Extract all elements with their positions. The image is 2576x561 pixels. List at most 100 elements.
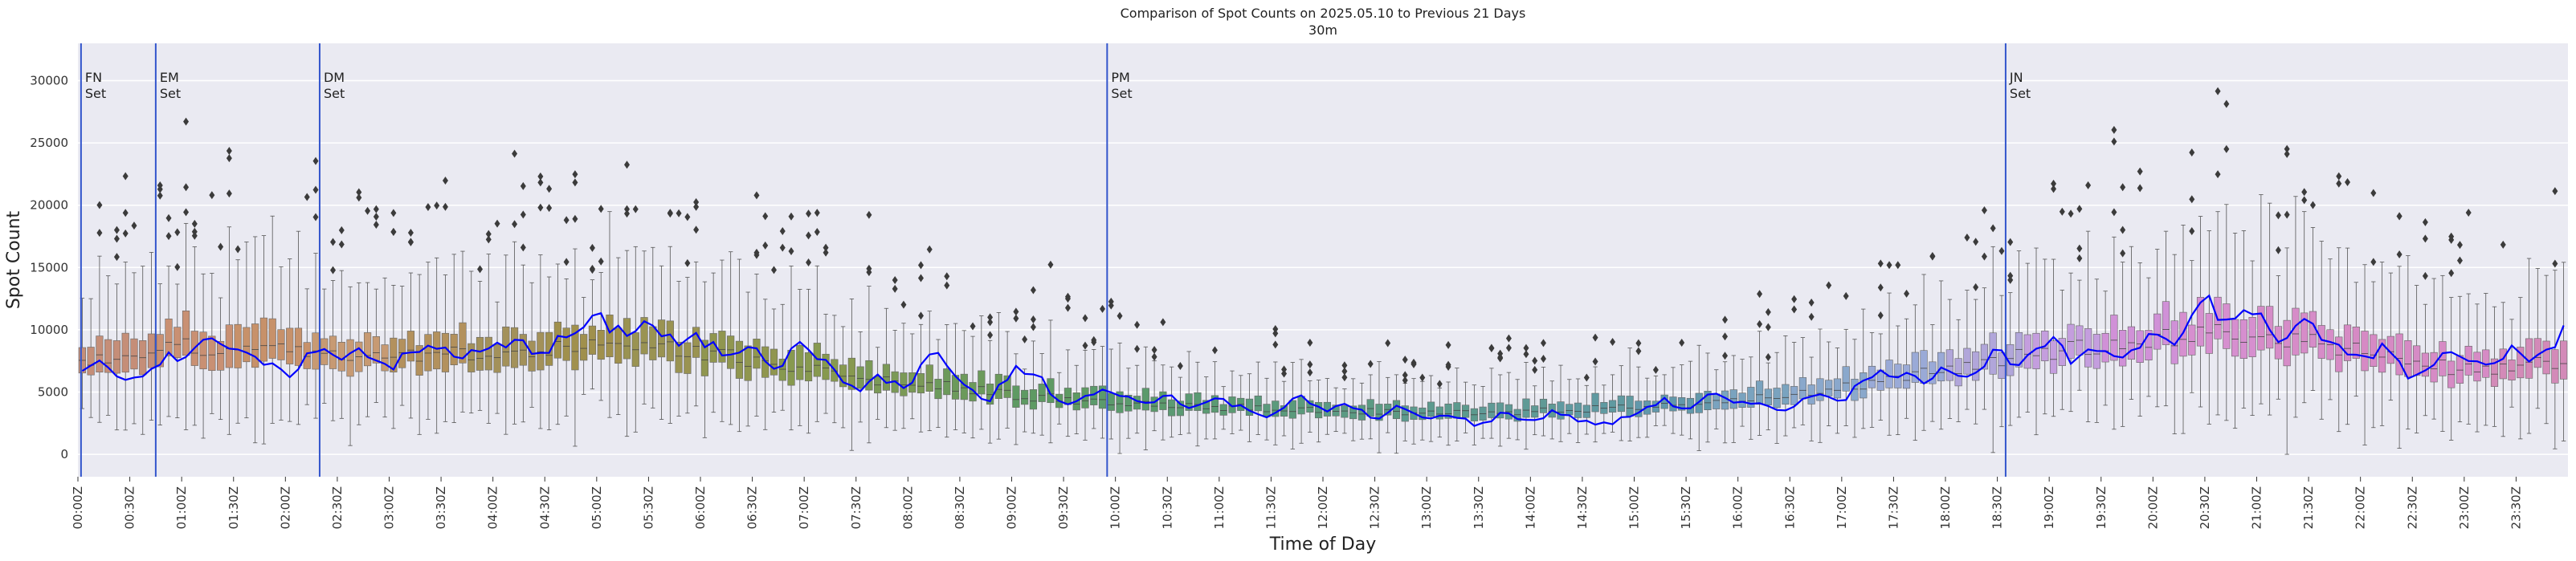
box	[1989, 332, 1997, 375]
outlier-point	[1410, 360, 1417, 368]
outlier-point	[1877, 311, 1884, 320]
outlier-point	[1722, 315, 1729, 324]
outlier-point	[753, 191, 760, 200]
outlier-point	[1013, 307, 1019, 316]
y-tick-label: 10000	[30, 323, 68, 337]
x-tick-label: 12:00Z	[1316, 486, 1330, 530]
x-tick-label: 01:00Z	[174, 486, 189, 530]
box	[450, 334, 458, 366]
outlier-point	[390, 227, 397, 236]
outlier-point	[806, 231, 812, 240]
outlier-point	[866, 210, 872, 219]
box	[1851, 379, 1859, 401]
box	[1678, 397, 1686, 411]
outlier-point	[1177, 362, 1183, 371]
box	[900, 372, 908, 396]
outlier-point	[1877, 259, 1884, 268]
box	[234, 323, 242, 368]
box	[2300, 312, 2309, 354]
box	[1315, 402, 1323, 419]
box	[2084, 328, 2092, 368]
outlier-point	[494, 219, 500, 228]
today-series	[81, 294, 2565, 427]
outlier-point	[2120, 226, 2126, 234]
outlier-point	[987, 318, 994, 327]
box	[744, 345, 752, 381]
box	[2490, 358, 2499, 387]
chart-subtitle: 30m	[1308, 22, 1337, 38]
outlier-point	[546, 204, 553, 213]
outlier-point	[2396, 250, 2402, 259]
outlier-point	[546, 185, 553, 193]
x-tick-label: 20:30Z	[2198, 486, 2212, 530]
outlier-point	[1765, 323, 1771, 331]
box	[753, 339, 761, 369]
box	[174, 327, 182, 359]
outlier-point	[917, 274, 924, 283]
box	[2179, 311, 2187, 357]
x-tick-label: 08:00Z	[900, 486, 915, 530]
box	[1790, 386, 1798, 405]
y-tick-labels: 0 5000 10000 15000 20000 25000 30000	[30, 74, 68, 462]
outlier-point	[762, 212, 769, 221]
box	[2542, 340, 2550, 375]
box	[2015, 331, 2023, 368]
outlier-point	[1791, 295, 1798, 303]
box	[1392, 400, 1401, 420]
box	[1021, 389, 1029, 405]
outlier-point	[1765, 353, 1771, 362]
box	[286, 327, 294, 364]
box	[1401, 405, 1409, 422]
box	[1444, 403, 1452, 419]
outlier-point	[96, 201, 103, 209]
outlier-point	[1272, 329, 1279, 338]
box	[1713, 393, 1721, 409]
box	[510, 327, 519, 368]
outlier-point	[373, 221, 379, 230]
box	[1755, 380, 1764, 405]
outlier-point	[2284, 149, 2290, 158]
box	[649, 326, 657, 360]
box	[121, 332, 129, 373]
box	[1332, 404, 1340, 417]
box	[2473, 352, 2481, 382]
outlier-point	[537, 172, 544, 181]
outlier-point	[1445, 340, 1451, 349]
x-tick-label: 06:30Z	[745, 486, 760, 530]
x-tick-label: 19:30Z	[2094, 486, 2109, 530]
box	[1116, 391, 1124, 413]
x-tick-label: 21:30Z	[2301, 486, 2316, 530]
outlier-point	[1990, 224, 1996, 233]
outlier-point	[1843, 291, 1849, 300]
box	[1375, 404, 1383, 421]
outlier-point	[753, 250, 760, 259]
box	[865, 360, 873, 391]
box	[130, 338, 138, 370]
outlier-point	[2215, 87, 2221, 96]
outlier-point	[1047, 260, 1054, 269]
outlier-point	[779, 243, 786, 252]
box	[433, 331, 441, 370]
x-tick-label: 23:00Z	[2457, 486, 2472, 530]
outlier-point	[1904, 289, 1910, 298]
box	[1539, 398, 1548, 413]
outlier-point	[1998, 246, 2005, 255]
box	[1003, 375, 1011, 398]
outlier-point	[814, 209, 820, 217]
box	[1150, 396, 1158, 413]
y-tick-label: 25000	[30, 136, 68, 150]
box	[1574, 402, 1582, 418]
x-tick-label: 02:30Z	[330, 486, 345, 530]
outlier-point	[356, 188, 362, 197]
outlier-point	[693, 202, 700, 211]
box	[657, 319, 666, 358]
box	[796, 344, 804, 380]
outlier-point	[2309, 201, 2316, 209]
outlier-point	[373, 205, 379, 213]
outlier-point	[1030, 323, 1036, 331]
outlier-point	[814, 228, 820, 237]
outlier-point	[1540, 355, 1546, 364]
box	[1704, 391, 1712, 410]
outlier-point	[477, 265, 484, 274]
box	[2404, 339, 2412, 377]
